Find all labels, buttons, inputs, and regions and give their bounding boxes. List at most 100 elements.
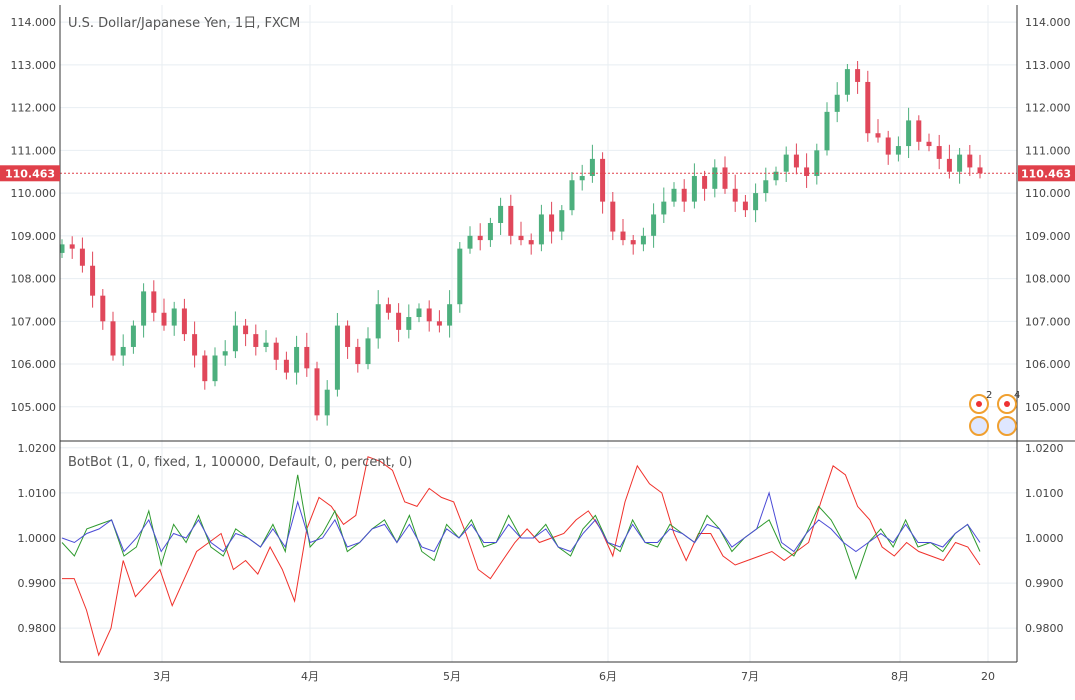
price-tick-label-left: 105.000 [11, 401, 57, 414]
candle-body [457, 248, 463, 305]
candle-body [324, 389, 330, 416]
candle-body [355, 346, 361, 365]
candle-body [661, 201, 667, 215]
indicator-tick-label-right: 1.0200 [1025, 442, 1064, 455]
candle-body [742, 201, 748, 211]
chart-title: U.S. Dollar/Japanese Yen, 1日, FXCM [68, 16, 300, 31]
indicator-series-line [62, 456, 981, 657]
candle-body [79, 248, 85, 266]
candle-body [804, 167, 810, 176]
candle-body [477, 235, 483, 241]
candle-body [885, 137, 891, 155]
candle-body [538, 214, 544, 245]
candle-body [977, 167, 983, 174]
candle-body [243, 325, 249, 335]
candle-body [702, 175, 708, 189]
last-price-label-left: 110.463 [5, 167, 55, 180]
candle-body [498, 205, 504, 223]
price-tick-label-right: 105.000 [1025, 401, 1071, 414]
candle-body [202, 355, 208, 382]
candle-body [161, 312, 167, 326]
candle-body [957, 154, 963, 172]
price-tick-label-right: 109.000 [1025, 230, 1071, 243]
candle-body [467, 235, 473, 249]
candle-body [416, 308, 422, 318]
candle-body [589, 158, 595, 176]
candle-body [640, 235, 646, 245]
candle-body [232, 325, 238, 352]
price-tick-label-left: 112.000 [11, 102, 57, 115]
candle-body [569, 180, 575, 211]
candle-body [345, 325, 351, 347]
candle-body [946, 158, 952, 172]
candle-body [59, 244, 65, 253]
price-tick-label-right: 114.000 [1025, 16, 1071, 29]
candle-body [212, 355, 218, 382]
price-tick-label-left: 114.000 [11, 16, 57, 29]
price-tick-label-left: 108.000 [11, 273, 57, 286]
event-count: 2 [986, 390, 992, 401]
candle-body [192, 334, 198, 356]
x-tick-label: 4月 [301, 670, 319, 683]
candle-body [732, 188, 738, 202]
indicator-series-line [61, 491, 981, 553]
price-tick-label-right: 106.000 [1025, 358, 1071, 371]
indicator-title: BotBot (1, 0, fixed, 1, 100000, Default,… [68, 455, 412, 470]
event-count: 4 [1014, 390, 1020, 401]
candle-body [610, 201, 616, 232]
indicator-tick-label-left: 1.0000 [18, 532, 57, 545]
candle-body [365, 338, 371, 365]
candle-body [712, 167, 718, 189]
candle-body [630, 240, 636, 245]
event-dot [976, 401, 982, 407]
candle-body [895, 146, 901, 155]
candle-body [528, 240, 534, 245]
indicator-tick-label-right: 0.9800 [1025, 622, 1064, 635]
candle-body [834, 94, 840, 112]
candle-body [793, 154, 799, 168]
candle-body [334, 325, 340, 390]
indicator-tick-label-left: 1.0100 [18, 487, 57, 500]
event-dot [1004, 401, 1010, 407]
price-tick-label-right: 113.000 [1025, 59, 1071, 72]
candle-body [426, 308, 432, 322]
candle-body [518, 235, 524, 241]
candle-body [620, 231, 626, 241]
price-tick-label-left: 107.000 [11, 315, 57, 328]
candle-body [651, 214, 657, 236]
candle-body [110, 321, 116, 356]
candle-body [681, 188, 687, 202]
candle-body [151, 291, 157, 313]
candle-body [487, 223, 493, 241]
candle-body [273, 342, 279, 360]
price-tick-label-left: 106.000 [11, 358, 57, 371]
candle-body [763, 180, 769, 194]
candle-body [396, 312, 402, 330]
indicator-tick-label-right: 1.0000 [1025, 532, 1064, 545]
candle-body [385, 304, 391, 313]
candle-body [691, 175, 697, 202]
price-tick-label-right: 110.000 [1025, 187, 1071, 200]
indicator-tick-label-left: 1.0200 [18, 442, 57, 455]
candle-body [100, 295, 106, 322]
price-tick-label-right: 112.000 [1025, 102, 1071, 115]
price-tick-label-right: 108.000 [1025, 273, 1071, 286]
candle-body [304, 346, 310, 369]
candle-body [967, 154, 973, 168]
candle-body [141, 291, 147, 326]
indicator-tick-label-left: 0.9800 [18, 622, 57, 635]
candle-body [120, 346, 126, 356]
candle-body [865, 81, 871, 134]
candle-body [855, 69, 861, 82]
candle-body [579, 175, 585, 181]
price-tick-label-right: 107.000 [1025, 315, 1071, 328]
price-tick-label-right: 111.000 [1025, 144, 1071, 157]
us-flag-icon [997, 416, 1017, 436]
candle-body [130, 325, 136, 347]
candle-body [375, 304, 381, 339]
candle-body [263, 342, 269, 347]
candle-body [824, 111, 830, 151]
x-tick-label: 7月 [741, 670, 759, 683]
